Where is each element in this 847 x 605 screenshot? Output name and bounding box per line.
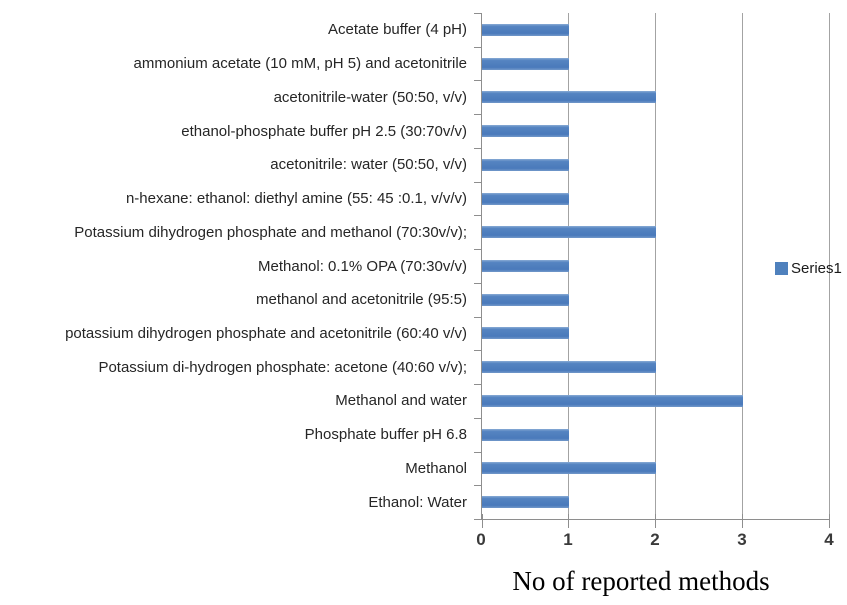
category-label: ammonium acetate (10 mM, pH 5) and aceto… — [133, 55, 467, 73]
y-axis-tick — [474, 350, 482, 351]
bar — [482, 23, 569, 36]
gridline — [742, 13, 743, 519]
x-tick-label: 2 — [650, 530, 660, 549]
category-label: Methanol and water — [335, 392, 467, 410]
bar-row — [482, 249, 830, 283]
bar-row — [482, 452, 830, 486]
y-axis-tick — [474, 80, 482, 81]
category-label: acetonitrile-water (50:50, v/v) — [273, 88, 467, 106]
label-row: n-hexane: ethanol: diethyl amine (55: 45… — [0, 182, 467, 216]
bar-row — [482, 182, 830, 216]
label-row: ammonium acetate (10 mM, pH 5) and aceto… — [0, 47, 467, 81]
legend-series-label: Series1 — [791, 260, 842, 277]
y-axis-tick — [474, 148, 482, 149]
bar-row — [482, 80, 830, 114]
bar-rows — [482, 13, 830, 519]
label-row: Potassium dihydrogen phosphate and metha… — [0, 215, 467, 249]
label-row: Methanol and water — [0, 384, 467, 418]
label-row: Potassium di-hydrogen phosphate: acetone… — [0, 350, 467, 384]
bar-row — [482, 47, 830, 81]
bar-row — [482, 418, 830, 452]
x-tick-label: 1 — [563, 530, 573, 549]
label-row: Ethanol: Water — [0, 485, 467, 519]
bar-row — [482, 283, 830, 317]
label-row: Acetate buffer (4 pH) — [0, 13, 467, 47]
label-row: potassium dihydrogen phosphate and aceto… — [0, 317, 467, 351]
label-row: acetonitrile: water (50:50, v/v) — [0, 148, 467, 182]
legend: Series1 — [775, 261, 842, 276]
x-axis-title: No of reported methods — [512, 566, 770, 596]
y-axis-tick — [474, 317, 482, 318]
bar — [482, 91, 656, 104]
bar — [482, 57, 569, 70]
bar — [482, 260, 569, 272]
label-row: ethanol-phosphate buffer pH 2.5 (30:70v/… — [0, 114, 467, 148]
category-label: Methanol — [405, 459, 467, 477]
bar — [482, 428, 569, 441]
bar-row — [482, 317, 830, 351]
gridline — [829, 13, 830, 519]
x-tick-label: 3 — [737, 530, 747, 549]
bar — [482, 192, 569, 205]
bar — [482, 226, 656, 239]
bar-row — [482, 384, 830, 418]
bar-row — [482, 13, 830, 47]
x-axis-tick — [568, 514, 569, 528]
bar — [482, 327, 569, 340]
category-label: Potassium di-hydrogen phosphate: acetone… — [98, 358, 467, 376]
label-row: methanol and acetonitrile (95:5) — [0, 283, 467, 317]
y-axis-tick — [474, 485, 482, 486]
bar — [482, 125, 569, 138]
category-label: Potassium dihydrogen phosphate and metha… — [74, 223, 467, 241]
category-labels: Acetate buffer (4 pH) ammonium acetate (1… — [0, 13, 467, 519]
category-label: Acetate buffer (4 pH) — [328, 21, 467, 39]
category-label: acetonitrile: water (50:50, v/v) — [270, 156, 467, 174]
y-axis-tick — [474, 452, 482, 453]
y-axis-tick — [474, 13, 482, 14]
category-label: methanol and acetonitrile (95:5) — [256, 291, 467, 309]
bar — [482, 361, 656, 374]
y-axis-tick — [474, 249, 482, 250]
bar — [482, 496, 569, 509]
y-axis-tick — [474, 47, 482, 48]
legend-swatch-icon — [775, 262, 788, 275]
y-axis-tick — [474, 283, 482, 284]
y-axis-tick — [474, 418, 482, 419]
category-label: Phosphate buffer pH 6.8 — [304, 426, 467, 444]
bar — [482, 293, 569, 306]
category-label: Methanol: 0.1% OPA (70:30v/v) — [258, 257, 467, 275]
category-label: ethanol-phosphate buffer pH 2.5 (30:70v/… — [181, 122, 467, 140]
label-row: Methanol: 0.1% OPA (70:30v/v) — [0, 249, 467, 283]
x-axis-tick — [482, 514, 483, 528]
bar — [482, 158, 569, 171]
bar-row — [482, 114, 830, 148]
category-label: n-hexane: ethanol: diethyl amine (55: 45… — [125, 190, 467, 208]
label-row: acetonitrile-water (50:50, v/v) — [0, 80, 467, 114]
category-label: potassium dihydrogen phosphate and aceto… — [65, 324, 467, 342]
x-axis-tick — [829, 514, 830, 528]
bar-row — [482, 148, 830, 182]
bar-row — [482, 485, 830, 519]
y-axis-tick — [474, 182, 482, 183]
bar — [482, 462, 656, 475]
x-tick-label: 4 — [824, 530, 834, 549]
x-tick-labels: 0 1 2 3 4 — [476, 530, 833, 553]
bar-row — [482, 215, 830, 249]
label-row: Methanol — [0, 452, 467, 486]
label-row: Phosphate buffer pH 6.8 — [0, 418, 467, 452]
bar-row — [482, 350, 830, 384]
category-label: Ethanol: Water — [368, 493, 467, 511]
y-axis-tick — [474, 114, 482, 115]
bar — [482, 394, 743, 407]
x-tick-label: 0 — [476, 530, 486, 549]
plot-area — [474, 13, 830, 528]
y-axis-tick — [474, 215, 482, 216]
x-axis-tick — [655, 514, 656, 528]
y-axis-tick — [474, 384, 482, 385]
y-axis-tick — [474, 519, 482, 520]
x-axis-tick — [742, 514, 743, 528]
gridline — [655, 13, 656, 519]
